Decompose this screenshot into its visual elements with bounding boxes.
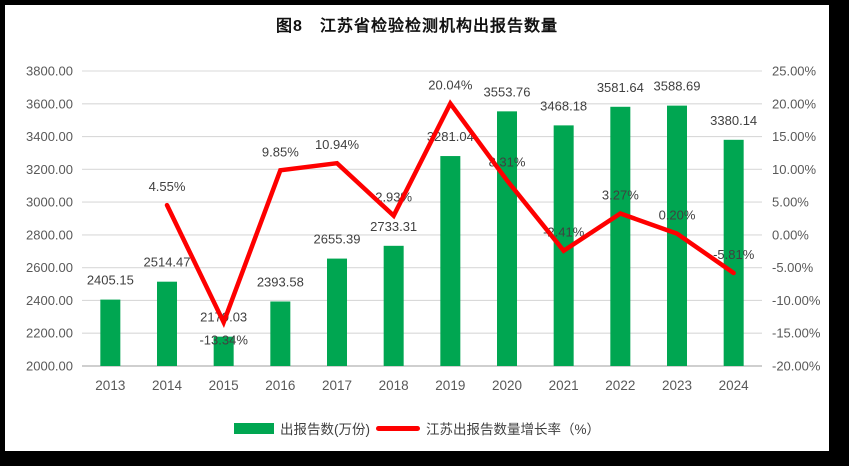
bar-2015 bbox=[213, 336, 234, 366]
growth-label-2014: 4.55% bbox=[149, 179, 186, 194]
right-axis-tick: -15.00% bbox=[772, 326, 821, 341]
bar-2019 bbox=[440, 156, 461, 366]
right-axis-tick: 5.00% bbox=[772, 195, 809, 210]
growth-label-2022: 3.27% bbox=[602, 187, 639, 202]
growth-label-2015: -13.34% bbox=[199, 332, 248, 347]
growth-label-2017: 10.94% bbox=[315, 137, 360, 152]
right-axis-tick: 10.00% bbox=[772, 162, 817, 177]
legend-item-reports: 出报告数(万份) bbox=[233, 418, 370, 438]
x-axis-label: 2013 bbox=[95, 378, 125, 393]
bar-label-2019: 3281.04 bbox=[427, 129, 474, 144]
bar-label-2013: 2405.15 bbox=[87, 273, 134, 288]
right-axis-tick-labels: -20.00% -15.00% -10.00% -5.00% 0.00% 5.00% 10.… bbox=[772, 64, 821, 374]
left-axis-tick: 3800.00 bbox=[26, 64, 73, 79]
x-axis-label: 2017 bbox=[322, 378, 352, 393]
x-axis-label: 2021 bbox=[549, 378, 579, 393]
x-axis-labels: 2013 2014 2015 2016 2017 2018 2019 2020 2021 2022… bbox=[95, 378, 749, 393]
legend-label-growth: 江苏出报告数量增长率（%） bbox=[425, 422, 600, 437]
bar-series bbox=[100, 105, 744, 367]
x-axis-label: 2022 bbox=[605, 378, 635, 393]
x-axis-label: 2020 bbox=[492, 378, 522, 393]
bar-label-2021: 3468.18 bbox=[540, 98, 587, 113]
chart-frame: 图8 江苏省检验检测机构出报告数量 2000.00 2200.00 2400.00 2… bbox=[5, 5, 829, 451]
growth-label-2019: 20.04% bbox=[428, 78, 473, 93]
x-axis-label: 2016 bbox=[265, 378, 295, 393]
bar-label-2014: 2514.47 bbox=[144, 255, 191, 270]
x-axis-label: 2015 bbox=[209, 378, 239, 393]
left-axis-tick-labels: 2000.00 2200.00 2400.00 2600.00 2800.00 3000.… bbox=[26, 64, 73, 374]
gridlines bbox=[82, 70, 762, 367]
left-axis-tick: 2800.00 bbox=[26, 227, 73, 242]
right-axis-tick: 20.00% bbox=[772, 96, 817, 111]
legend-label-reports: 出报告数(万份) bbox=[279, 422, 370, 437]
chart-title: 图8 江苏省检验检测机构出报告数量 bbox=[276, 18, 558, 35]
bar-2017 bbox=[327, 258, 347, 366]
bar-2024 bbox=[723, 139, 744, 366]
x-axis-label: 2019 bbox=[435, 378, 465, 393]
growth-rate-line bbox=[164, 99, 736, 329]
bar-label-2020: 3553.76 bbox=[484, 84, 531, 99]
growth-label-2023: 0.20% bbox=[659, 208, 696, 223]
bar-label-2016: 2393.58 bbox=[257, 274, 304, 289]
x-axis-label: 2014 bbox=[152, 378, 183, 393]
growth-label-2016: 9.85% bbox=[262, 144, 299, 159]
line-series-swatch-icon bbox=[375, 425, 420, 431]
x-axis-label: 2023 bbox=[662, 378, 692, 393]
right-axis-tick: -5.00% bbox=[772, 260, 814, 275]
left-axis-tick: 3600.00 bbox=[26, 96, 73, 111]
right-axis-tick: 0.00% bbox=[772, 227, 809, 242]
growth-label-2024: -5.81% bbox=[713, 247, 755, 262]
chart-canvas: 2000.00 2200.00 2400.00 2600.00 2800.00 3000.… bbox=[26, 64, 821, 394]
left-axis-tick: 3200.00 bbox=[26, 162, 73, 177]
bar-label-2017: 2655.39 bbox=[314, 232, 361, 247]
bar-label-2024: 3380.14 bbox=[710, 113, 757, 128]
left-axis-tick: 3000.00 bbox=[26, 195, 73, 210]
x-axis-label: 2018 bbox=[379, 378, 409, 393]
right-axis-tick: 15.00% bbox=[772, 129, 817, 144]
bar-label-2022: 3581.64 bbox=[597, 80, 644, 95]
legend-item-growth: 江苏出报告数量增长率（%） bbox=[375, 418, 600, 438]
bar-2021 bbox=[553, 125, 574, 366]
x-axis-label: 2024 bbox=[719, 378, 750, 393]
left-axis-tick: 2000.00 bbox=[26, 359, 73, 374]
bar-2018 bbox=[383, 245, 404, 366]
bar-label-2023: 3588.69 bbox=[654, 79, 701, 94]
right-axis-tick: -10.00% bbox=[772, 293, 821, 308]
right-axis-tick: -20.00% bbox=[772, 359, 821, 374]
bar-label-2018: 2733.31 bbox=[370, 219, 417, 234]
bar-2022 bbox=[610, 106, 631, 367]
right-axis-tick: 25.00% bbox=[772, 64, 817, 79]
chart-legend: 出报告数(万份) 江苏出报告数量增长率（%） bbox=[5, 418, 829, 438]
left-axis-tick: 3400.00 bbox=[26, 129, 73, 144]
bar-2013 bbox=[100, 299, 121, 366]
bar-2014 bbox=[157, 281, 177, 366]
left-axis-tick: 2600.00 bbox=[26, 260, 73, 275]
left-axis-tick: 2200.00 bbox=[26, 326, 73, 341]
bar-2020 bbox=[497, 111, 517, 366]
left-axis-tick: 2400.00 bbox=[26, 293, 73, 308]
bar-2016 bbox=[270, 301, 291, 366]
bar-series-swatch-icon bbox=[233, 422, 274, 434]
